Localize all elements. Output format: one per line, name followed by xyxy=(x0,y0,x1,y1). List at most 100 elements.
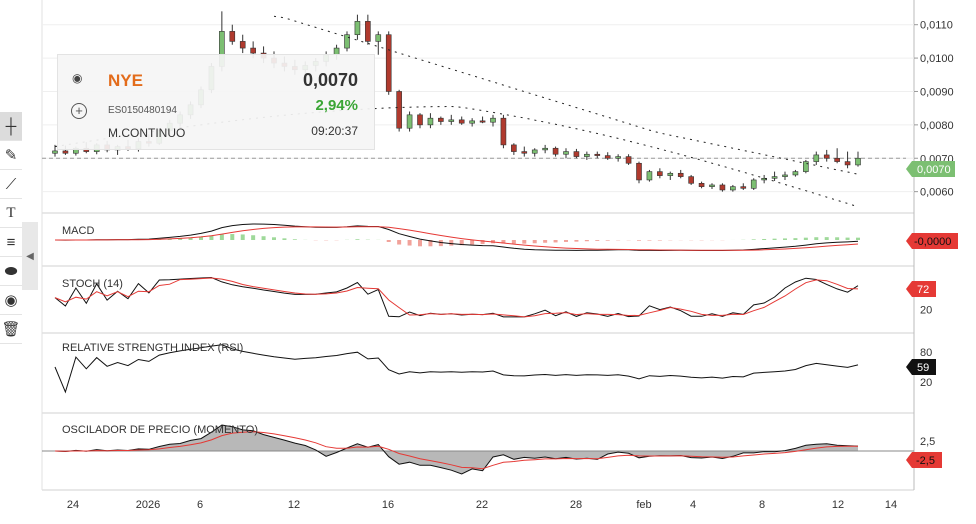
momentum-signal-line xyxy=(54,431,858,470)
instrument-symbol: NYE xyxy=(108,71,143,90)
macd-histogram-bar xyxy=(835,237,840,240)
candle-up xyxy=(563,151,569,155)
rsi-badge: 59 xyxy=(906,359,936,375)
candle-up xyxy=(813,154,820,162)
chevron-left-icon[interactable]: ◀ xyxy=(22,222,38,290)
candle-up xyxy=(531,149,538,154)
stoch-tick-label: 20 xyxy=(920,305,932,317)
crosshair-icon[interactable]: ┼ xyxy=(0,112,22,141)
macd-histogram-bar xyxy=(511,240,516,244)
candle-up xyxy=(750,179,757,189)
macd-histogram-bar xyxy=(355,239,360,240)
macd-histogram-bar xyxy=(501,240,506,244)
macd-histogram-bar xyxy=(272,237,276,240)
candle-up xyxy=(584,153,590,157)
trendline-icon[interactable]: ⟋ xyxy=(0,170,22,199)
candle-up xyxy=(667,172,674,176)
candle-down xyxy=(688,176,694,184)
price-tick-label: 0,0110 xyxy=(920,20,953,32)
macd-histogram-bar xyxy=(397,240,402,245)
text-icon[interactable]: T xyxy=(0,199,22,228)
macd-histogram-bar xyxy=(772,238,777,240)
macd-histogram-bar xyxy=(219,234,224,240)
candle-down xyxy=(250,47,256,54)
x-tick-label: 14 xyxy=(885,499,897,511)
stoch-badge-value: 72 xyxy=(917,284,929,296)
macd-histogram-bar xyxy=(824,237,829,240)
candle-down xyxy=(698,182,705,187)
macd-histogram-bar xyxy=(230,234,235,240)
macd-histogram-bar xyxy=(188,237,193,240)
momentum-tick-label: 2,5 xyxy=(920,436,935,448)
price-tick-label: 0,0080 xyxy=(920,120,954,132)
macd-histogram-bar xyxy=(584,240,589,242)
x-tick-label: 12 xyxy=(288,499,300,511)
instrument-price: 0,0070 xyxy=(302,70,358,90)
trash-icon[interactable]: 🗑 xyxy=(0,315,22,344)
momentum-badge-value: -2,5 xyxy=(916,455,935,467)
x-tick-label: 6 xyxy=(197,499,203,511)
macd-histogram-bar xyxy=(449,240,454,246)
candle-down xyxy=(657,171,663,176)
macd-histogram-bar xyxy=(553,240,558,243)
candle-down xyxy=(552,147,559,155)
macd-histogram-bar xyxy=(845,237,850,240)
plus-circle-icon[interactable]: + xyxy=(71,103,87,119)
instrument-time: 09:20:37 xyxy=(311,124,358,138)
macd-histogram-bar xyxy=(522,240,527,244)
candle-down xyxy=(594,153,601,156)
macd-histogram-bar xyxy=(793,238,798,240)
pencil-icon[interactable]: ✎ xyxy=(0,141,22,170)
momentum-fill-area xyxy=(42,425,914,474)
instrument-change: 2,94% xyxy=(315,97,358,114)
macd-histogram-bar xyxy=(647,240,652,241)
momentum-badge: -2,5 xyxy=(906,452,942,468)
candle-up xyxy=(375,34,382,42)
x-tick-label: 12 xyxy=(832,499,844,511)
macd-histogram-bar xyxy=(470,240,475,245)
eye-slash-icon[interactable]: ◉ xyxy=(0,286,22,315)
macd-histogram-bar xyxy=(532,240,537,244)
price-tick-label: 0,0100 xyxy=(920,53,954,65)
eye-slash-icon[interactable]: ◉ xyxy=(72,71,83,85)
x-tick-label: feb xyxy=(636,499,651,511)
instrument-info-box: ◉ NYE 0,0070 + ES0150480194 2,94% M.CONT… xyxy=(57,54,375,150)
candle-up xyxy=(730,186,736,191)
stoch-k-line xyxy=(54,276,859,318)
macd-histogram-bar xyxy=(292,239,297,240)
parallel-lines-icon[interactable]: ≡ xyxy=(0,228,22,257)
candle-down xyxy=(823,154,830,159)
rsi-tick-label: 20 xyxy=(920,377,932,389)
rsi-panel-title: RELATIVE STRENGTH INDEX (RSI) xyxy=(62,342,243,354)
macd-histogram-bar xyxy=(199,236,203,240)
candle-down xyxy=(417,114,423,126)
indicator-lines xyxy=(54,15,859,475)
rsi-tick-label: 80 xyxy=(920,347,932,359)
candle-down xyxy=(62,150,69,154)
candle-down xyxy=(511,144,517,152)
stoch-panel-title: STOCH (14) xyxy=(62,278,123,290)
macd-histogram-bar xyxy=(240,234,245,240)
candle-down xyxy=(229,31,236,42)
stoch-d-line xyxy=(54,277,859,318)
candle-up xyxy=(803,161,809,172)
candle-up xyxy=(782,174,788,177)
x-tick-label: 8 xyxy=(759,499,765,511)
stoch-badge: 72 xyxy=(906,281,936,297)
candle-down xyxy=(677,172,684,177)
macd-histogram-bar xyxy=(783,238,787,240)
macd-histogram-bar xyxy=(762,238,767,240)
macd-line xyxy=(54,223,859,252)
macd-histogram-bar xyxy=(574,240,579,242)
candle-up xyxy=(344,34,350,49)
macd-histogram-bar xyxy=(605,240,610,241)
eraser-icon[interactable]: ⬬ xyxy=(0,257,22,286)
candle-up xyxy=(448,119,455,122)
macd-histogram-bar xyxy=(438,240,443,247)
momentum-line xyxy=(54,424,859,475)
macd-histogram-bar xyxy=(282,238,287,240)
x-tick-label: 24 xyxy=(67,499,79,511)
macd-histogram-bar xyxy=(251,235,256,240)
candle-down xyxy=(834,157,840,162)
